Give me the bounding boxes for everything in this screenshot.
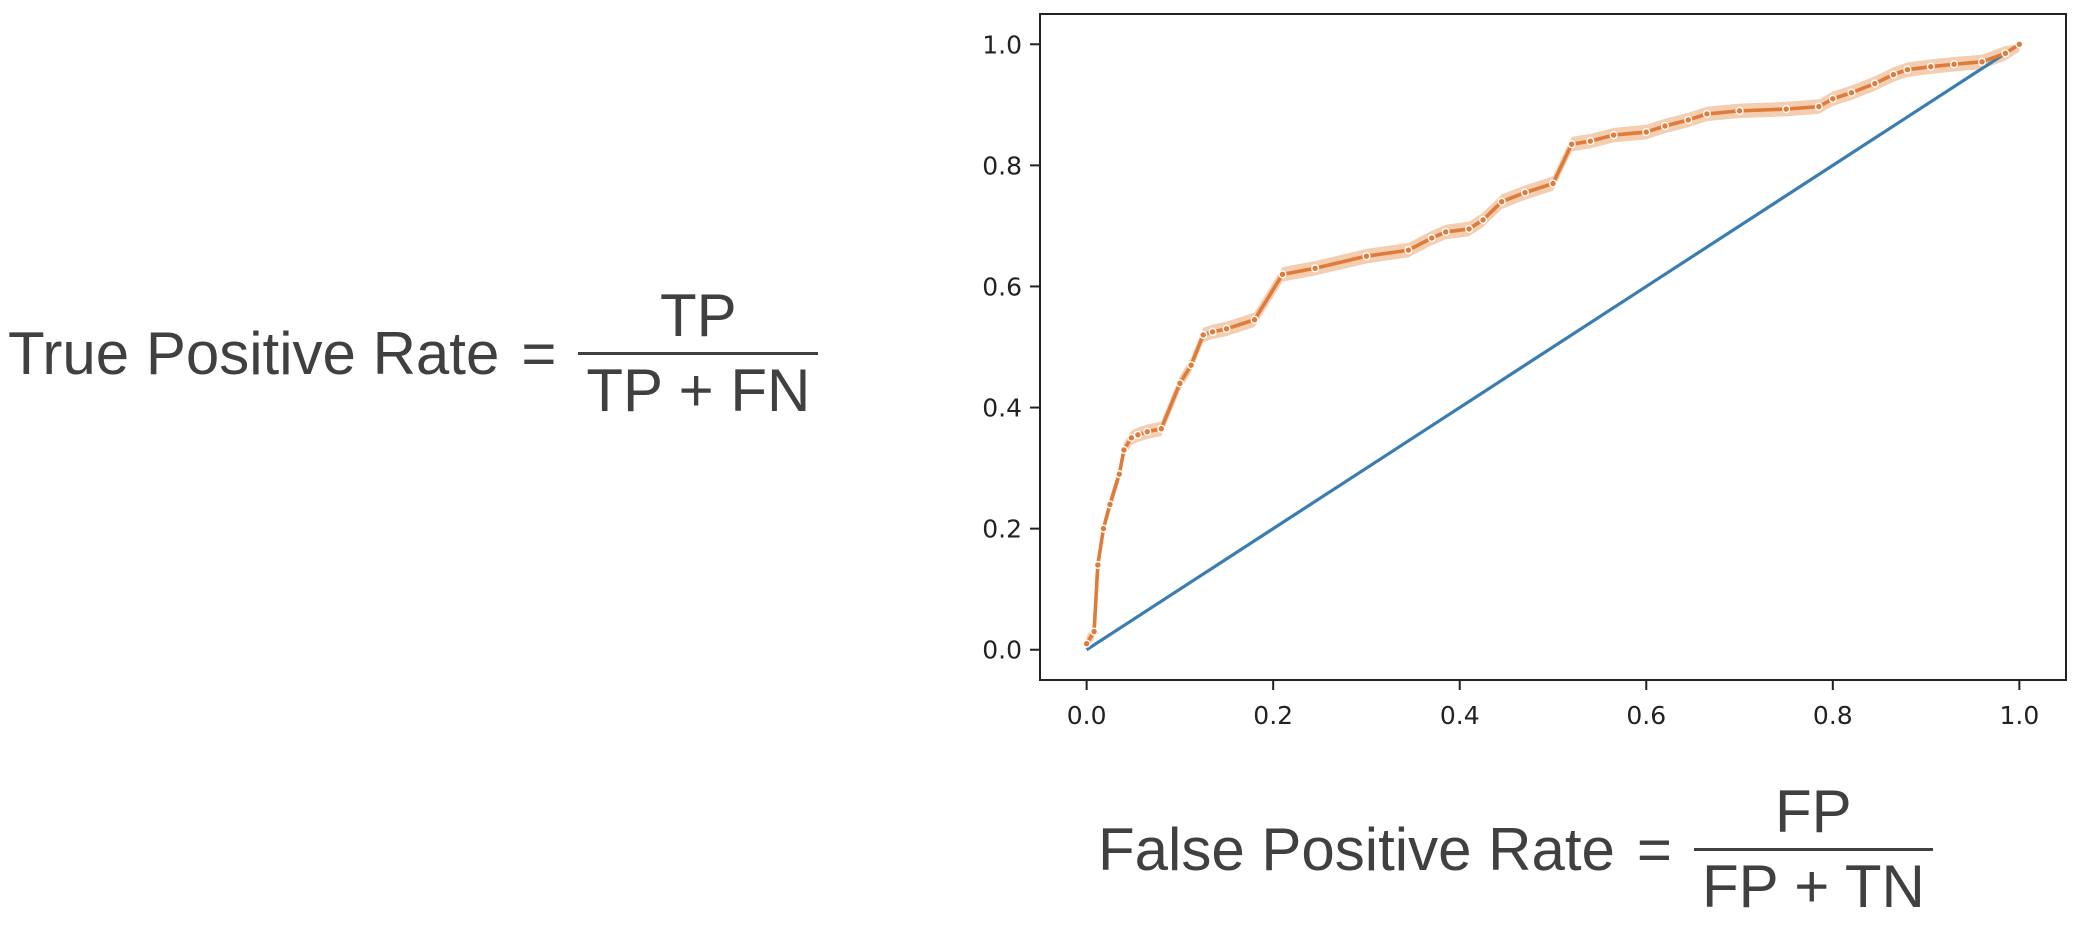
roc-point: [1660, 121, 1670, 131]
roc-point: [1478, 215, 1488, 224]
x-tick-label: 0.2: [1253, 701, 1293, 730]
y-tick-label: 1.0: [982, 30, 1022, 59]
roc-point: [1684, 115, 1693, 125]
roc-point: [1814, 102, 1823, 111]
fpr-formula: False Positive Rate = FP FP + TN: [1098, 776, 1933, 923]
tpr-numerator: TP: [660, 282, 737, 349]
roc-point: [1903, 65, 1912, 74]
roc-point: [1278, 270, 1287, 279]
roc-point: [1157, 424, 1166, 433]
roc-point: [1105, 500, 1115, 509]
roc-point: [1089, 627, 1099, 636]
fpr-formula-label: False Positive Rate: [1098, 816, 1615, 883]
roc-point: [1222, 324, 1231, 333]
roc-point: [1548, 179, 1558, 188]
roc-point: [1735, 106, 1744, 115]
roc-point: [1082, 639, 1091, 648]
tpr-denominator: TP + FN: [586, 357, 811, 424]
y-tick-label: 0.2: [982, 515, 1022, 544]
roc-point: [1199, 330, 1208, 339]
roc-point: [1949, 60, 1959, 69]
roc-point: [1609, 130, 1618, 140]
tpr-formula: True Positive Rate = TP TP + FN: [8, 280, 819, 427]
x-tick-label: 1.0: [1999, 701, 2039, 730]
roc-point: [1828, 94, 1837, 103]
roc-point: [1311, 264, 1320, 273]
tpr-fraction-bar: [578, 352, 819, 355]
diagonal-line-layer: [1085, 42, 2021, 652]
roc-point: [1520, 188, 1530, 197]
roc-point: [1133, 430, 1143, 439]
fpr-numerator: FP: [1775, 778, 1852, 845]
roc-point: [1175, 379, 1185, 388]
roc-point: [1497, 197, 1506, 206]
roc-point: [1362, 252, 1371, 261]
roc-point: [1926, 62, 1935, 71]
y-tick-label: 0.4: [982, 394, 1022, 423]
roc-point: [2015, 40, 2024, 49]
plot-frame: [1039, 13, 2067, 681]
roc-point: [1441, 227, 1450, 237]
roc-point: [2001, 49, 2010, 58]
roc-points-layer: [1082, 40, 2024, 648]
fpr-equals-sign: =: [1636, 816, 1672, 883]
roc-point: [1143, 427, 1152, 436]
roc-point: [1464, 224, 1474, 234]
roc-point: [1119, 445, 1129, 455]
x-tick-label: 0.8: [1813, 701, 1853, 730]
tpr-formula-label: True Positive Rate: [8, 320, 500, 387]
roc-point: [1847, 88, 1856, 97]
roc-point: [1250, 315, 1259, 324]
roc-point: [1404, 246, 1413, 255]
roc-point: [1586, 137, 1595, 146]
roc-point: [1427, 233, 1436, 243]
roc-point: [1115, 470, 1124, 479]
x-tick-label: 0.4: [1440, 701, 1480, 730]
x-axis-ticks: 0.0 0.2 0.4 0.6 0.8 1.0: [1067, 680, 2039, 730]
x-tick-label: 0.6: [1626, 701, 1666, 730]
y-axis-ticks: 0.0 0.2 0.4 0.6 0.8 1.0: [982, 30, 1040, 665]
fpr-denominator: FP + TN: [1701, 853, 1925, 920]
roc-point: [1127, 433, 1136, 442]
fpr-fraction: FP FP + TN: [1693, 776, 1933, 923]
roc-point: [1099, 524, 1108, 533]
x-tick-label: 0.0: [1067, 701, 1107, 730]
y-tick-label: 0.0: [982, 636, 1022, 665]
roc-point: [1208, 327, 1217, 336]
y-tick-label: 0.8: [982, 151, 1022, 180]
roc-point: [1187, 361, 1196, 370]
roc-point: [1567, 140, 1576, 149]
tpr-fraction: TP TP + FN: [578, 280, 819, 427]
roc-point: [1870, 79, 1879, 88]
roc-point: [1702, 109, 1712, 119]
roc-point: [1093, 560, 1102, 570]
tpr-equals-sign: =: [521, 320, 557, 387]
y-tick-label: 0.6: [982, 272, 1022, 301]
roc-point: [1782, 104, 1791, 114]
diagonal-baseline-line: [1085, 42, 2021, 652]
fpr-fraction-bar: [1693, 848, 1933, 851]
roc-point: [1977, 57, 1987, 66]
roc-point: [1642, 127, 1651, 137]
roc-point: [1889, 70, 1898, 79]
